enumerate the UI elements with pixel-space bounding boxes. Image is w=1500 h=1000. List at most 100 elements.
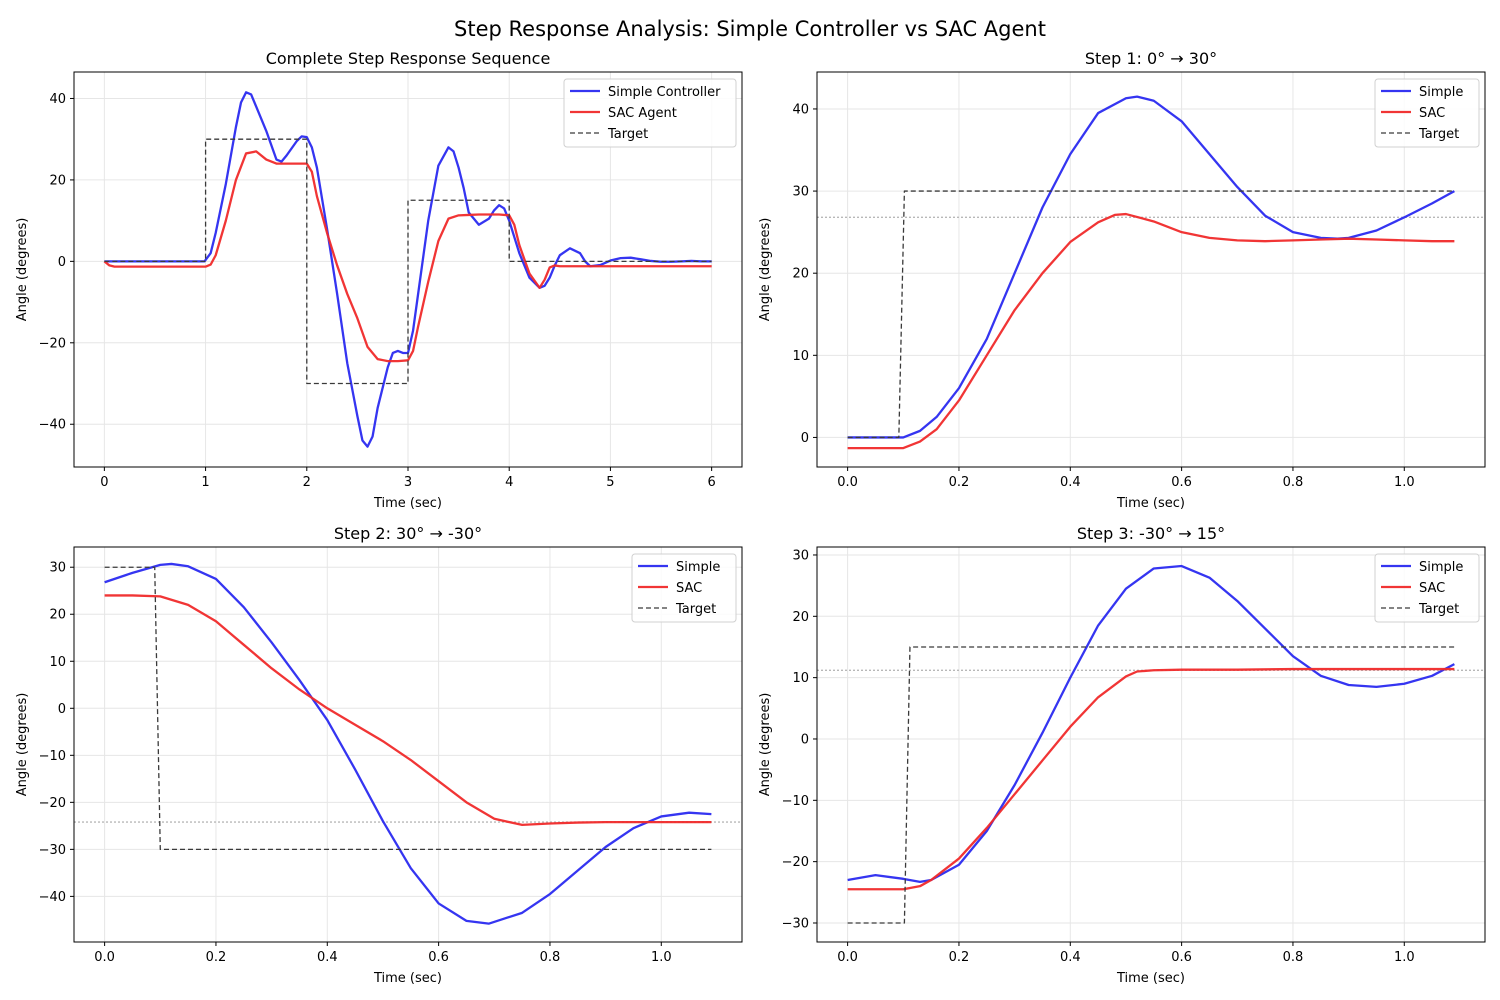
legend-label-sac: SAC Agent: [608, 106, 677, 121]
series-line-sac: [103, 150, 712, 363]
series-line-target: [847, 190, 1455, 439]
axes-frame: [816, 546, 1486, 943]
axes-frame: [816, 71, 1486, 468]
series-line-target: [104, 138, 712, 385]
legend-label-simple: Simple: [676, 560, 720, 575]
legend-label-target: Target: [1418, 602, 1459, 617]
series-line-simple: [847, 95, 1455, 439]
x-axis-label: Time (sec): [1116, 971, 1185, 986]
legend-label-sac: SAC: [676, 581, 702, 596]
y-axis-label: Angle (degrees): [758, 693, 773, 797]
x-axis-label: Time (sec): [373, 496, 442, 511]
y-tick-label: 0: [801, 732, 809, 747]
y-tick-label: 20: [49, 173, 66, 188]
x-tick-label: 0.4: [1060, 475, 1081, 490]
legend: Simple SAC Target: [1374, 553, 1480, 623]
series-line-sac: [847, 667, 1455, 891]
x-tick-label: 0.2: [206, 950, 227, 965]
y-tick-label: 30: [49, 561, 66, 576]
legend-label-target: Target: [607, 127, 648, 142]
x-tick-label: 0.0: [837, 950, 858, 965]
chart-panels: 0 1 2 3 4 5 6 −40 −20 0 20 40 Complete Step Response…: [15, 49, 1486, 986]
chart-title: Step 1: 0° → 30°: [1085, 49, 1217, 68]
y-tick-label: −40: [39, 418, 66, 433]
y-tick-label: −30: [782, 916, 809, 931]
legend-label-simple: Simple: [1419, 85, 1463, 100]
y-tick-label: 0: [58, 255, 66, 270]
x-tick-label: 1.0: [1394, 475, 1415, 490]
legend-box: [1374, 553, 1480, 623]
legend-label-simple: Simple Controller: [608, 85, 721, 100]
x-tick-label: 0.2: [949, 950, 970, 965]
series-line-simple: [104, 562, 712, 925]
y-tick-label: 0: [801, 431, 809, 446]
x-tick-label: 1.0: [1394, 950, 1415, 965]
x-tick-label: 0.0: [837, 475, 858, 490]
series-line-target: [847, 646, 1455, 924]
y-tick-label: −20: [39, 336, 66, 351]
legend-box: [631, 553, 737, 623]
chart-title: Complete Step Response Sequence: [266, 49, 551, 68]
series-line-sac: [847, 212, 1455, 450]
y-axis-label: Angle (degrees): [15, 218, 30, 322]
series-line-target: [104, 566, 712, 851]
y-tick-label: −20: [782, 855, 809, 870]
x-tick-label: 4: [505, 475, 513, 490]
x-tick-label: 0.8: [1283, 475, 1304, 490]
y-tick-label: −10: [39, 749, 66, 764]
x-tick-label: 5: [606, 475, 614, 490]
y-tick-label: 40: [792, 102, 809, 117]
x-tick-label: 0.8: [540, 950, 561, 965]
y-tick-label: 40: [49, 92, 66, 107]
x-tick-label: 0.2: [949, 475, 970, 490]
x-tick-label: 1.0: [651, 950, 672, 965]
chart-panel-1: 0 1 2 3 4 5 6 −40 −20 0 20 40 Complete Step Response…: [15, 49, 743, 511]
legend: Simple Controller SAC Agent Target: [563, 78, 737, 148]
series-line-sac: [104, 594, 712, 827]
chart-panel-2: 0.0 0.2 0.4 0.6 0.8 1.0 0 10 20 30 40 Step 1: 0° → …: [758, 49, 1486, 511]
legend-box: [563, 78, 737, 148]
legend-label-simple: Simple: [1419, 560, 1463, 575]
y-tick-label: 30: [792, 185, 809, 200]
y-tick-label: −10: [782, 794, 809, 809]
legend: Simple SAC Target: [631, 553, 737, 623]
x-tick-label: 0.6: [1171, 950, 1192, 965]
legend-label-sac: SAC: [1419, 106, 1445, 121]
y-tick-label: −40: [39, 890, 66, 905]
legend-box: [1374, 78, 1480, 148]
y-tick-label: −30: [39, 843, 66, 858]
y-tick-label: 0: [58, 702, 66, 717]
series-line-simple: [847, 564, 1455, 884]
legend: Simple SAC Target: [1374, 78, 1480, 148]
x-tick-label: 0.4: [317, 950, 338, 965]
chart-panel-4: 0.0 0.2 0.4 0.6 0.8 1.0 −30 −20 −10 0 10 20 30 Step 3…: [758, 524, 1486, 986]
x-tick-label: 0.6: [428, 950, 449, 965]
y-tick-label: 30: [792, 548, 809, 563]
chart-title: Step 3: -30° → 15°: [1077, 524, 1225, 543]
y-tick-label: 20: [792, 267, 809, 282]
x-tick-label: 1: [201, 475, 209, 490]
x-tick-label: 3: [404, 475, 412, 490]
x-tick-label: 2: [303, 475, 311, 490]
y-axis-label: Angle (degrees): [15, 693, 30, 797]
x-tick-label: 0: [100, 475, 108, 490]
chart-panel-3: 0.0 0.2 0.4 0.6 0.8 1.0 −40 −30 −20 −10 0 10 20 30 Ste…: [15, 524, 743, 986]
y-tick-label: −20: [39, 796, 66, 811]
x-axis-label: Time (sec): [373, 971, 442, 986]
y-axis-label: Angle (degrees): [758, 218, 773, 322]
figure-title: Step Response Analysis: Simple Controlle…: [454, 17, 1046, 41]
legend-label-sac: SAC: [1419, 581, 1445, 596]
y-tick-label: 20: [49, 608, 66, 623]
x-tick-label: 0.6: [1171, 475, 1192, 490]
y-tick-label: 10: [792, 671, 809, 686]
y-tick-label: 10: [792, 349, 809, 364]
x-axis-label: Time (sec): [1116, 496, 1185, 511]
x-tick-label: 0.8: [1283, 950, 1304, 965]
x-tick-label: 6: [707, 475, 715, 490]
x-tick-label: 0.0: [94, 950, 115, 965]
legend-label-target: Target: [1418, 127, 1459, 142]
y-tick-label: 20: [792, 610, 809, 625]
axes-frame: [73, 546, 743, 943]
x-tick-label: 0.4: [1060, 950, 1081, 965]
